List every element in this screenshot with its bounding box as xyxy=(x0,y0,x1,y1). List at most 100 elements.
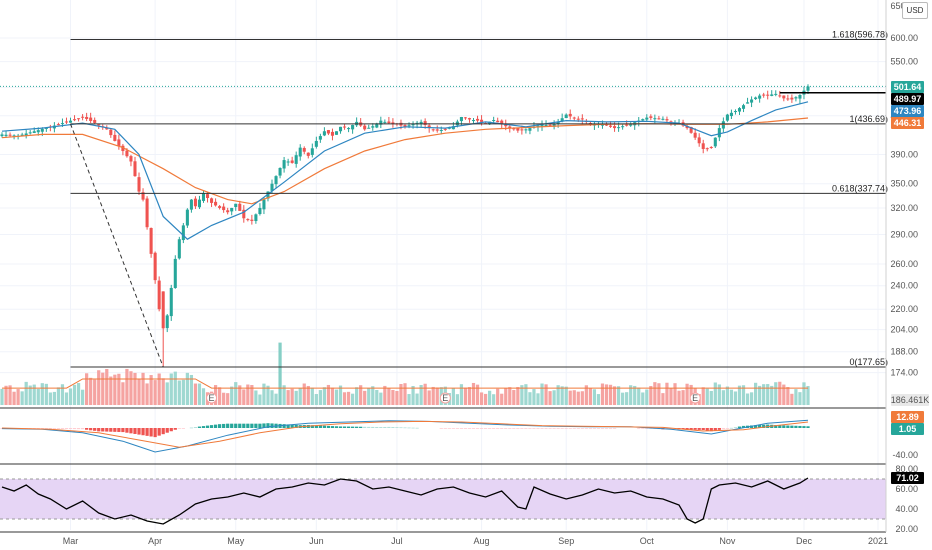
macd-histogram-bar xyxy=(475,428,480,429)
candle-body xyxy=(419,121,423,125)
volume-bar xyxy=(189,374,194,405)
macd-tag xyxy=(891,423,924,435)
macd-histogram-bar xyxy=(637,428,641,429)
volume-bar xyxy=(794,389,798,405)
price-tag-label: 473.96 xyxy=(894,106,922,116)
time-tick-label: Sep xyxy=(558,536,574,546)
fib-trend-line[interactable] xyxy=(70,123,164,368)
macd-histogram-bar xyxy=(193,427,198,428)
macd-histogram-bar xyxy=(596,428,601,429)
volume-bar xyxy=(649,385,653,405)
candle-body xyxy=(113,134,117,141)
candle-body xyxy=(109,129,113,136)
candle-body xyxy=(701,143,705,149)
candle-body xyxy=(467,118,472,120)
candle-body xyxy=(560,118,564,122)
macd-histogram-bar xyxy=(113,428,117,432)
volume-bar xyxy=(40,383,44,405)
macd-histogram-bar xyxy=(580,428,584,429)
volume-bar xyxy=(270,390,274,405)
volume-bar xyxy=(802,382,806,405)
macd-histogram-bar xyxy=(213,424,218,428)
price-tick-label: 204.00 xyxy=(890,325,918,335)
candle-body xyxy=(657,118,661,120)
macd-tag-label: 12.89 xyxy=(896,412,919,422)
candle-body xyxy=(496,120,500,123)
macd-histogram-bar xyxy=(270,423,274,428)
ma-fast-line xyxy=(1,101,809,240)
macd-histogram-bar xyxy=(544,428,548,429)
candle-body xyxy=(274,176,278,185)
volume-bar xyxy=(544,384,548,405)
price-tick-label: 220.00 xyxy=(890,304,918,314)
macd-histogram-bar xyxy=(266,423,270,428)
macd-histogram-bar xyxy=(439,428,443,429)
volume-bar xyxy=(242,389,246,405)
candle-body xyxy=(165,315,169,329)
macd-histogram-bar xyxy=(89,428,93,431)
macd-histogram-bar xyxy=(93,428,97,431)
macd-histogram-bar xyxy=(725,428,730,429)
macd-histogram-bar xyxy=(717,428,721,430)
price-tags: 501.64 489.97 473.96 446.31 186.461K 12.89 1.0… xyxy=(891,81,929,484)
candle-body xyxy=(568,113,572,117)
volume-bar xyxy=(121,382,125,405)
volume-bar xyxy=(745,393,750,405)
macd-histogram-bar xyxy=(72,428,77,430)
volume-bar xyxy=(250,385,254,405)
macd-histogram-bar xyxy=(802,426,806,428)
volume-bar xyxy=(516,387,520,405)
time-tick-label: Nov xyxy=(719,536,736,546)
earnings-marker[interactable] xyxy=(689,392,701,404)
volume-bar xyxy=(721,390,725,405)
volume-bar xyxy=(218,387,222,405)
volume-bar xyxy=(403,383,407,405)
volume-bar xyxy=(367,388,371,405)
volume-bar xyxy=(129,371,133,405)
volume-bar xyxy=(435,387,439,405)
time-axis[interactable]: Mar Apr May Jun Jul Aug Sep Oct Nov Dec 2021 xyxy=(63,536,888,546)
candle-body xyxy=(705,148,709,150)
price-tag xyxy=(891,93,924,105)
volume-bar xyxy=(766,384,770,405)
candle-body xyxy=(64,121,69,123)
candle-body xyxy=(516,128,520,131)
macd-histogram-bar xyxy=(230,423,234,428)
candle-body xyxy=(169,287,173,317)
macd-histogram-bar xyxy=(177,428,181,429)
volume-bar xyxy=(306,385,310,405)
macd-histogram-bar xyxy=(242,423,246,428)
volume-bar xyxy=(310,387,314,405)
earnings-marker[interactable] xyxy=(206,392,218,404)
volume-bar xyxy=(492,394,496,405)
volume-bar xyxy=(338,385,343,405)
candle-body xyxy=(403,125,407,127)
candle-body xyxy=(508,126,512,129)
macd-histogram-bar xyxy=(330,426,335,428)
candle-body xyxy=(762,94,766,96)
candle-body xyxy=(746,102,750,104)
volume-bar xyxy=(584,385,588,405)
macd-signal-line xyxy=(1,420,809,448)
macd-histogram-bar xyxy=(528,428,532,429)
time-tick-label: Aug xyxy=(474,536,490,546)
volume-bar xyxy=(379,392,383,405)
earnings-marker[interactable] xyxy=(439,392,451,404)
candle-body xyxy=(520,129,524,131)
macd-histogram-bar xyxy=(762,424,766,428)
fib-retracement[interactable]: 1.618(596.78) 1(436.69) 0.618(337.74) 0(177… xyxy=(0,30,888,368)
volume-bar xyxy=(101,372,105,405)
volume-bar xyxy=(645,389,649,405)
candle-body xyxy=(334,131,339,135)
currency-button[interactable]: USD xyxy=(902,2,928,19)
candle-body xyxy=(105,127,109,130)
volume-bar xyxy=(125,368,129,405)
volume-bar xyxy=(770,385,774,405)
rsi-line xyxy=(1,477,809,525)
macd-histogram-bar xyxy=(117,428,121,432)
macd-histogram-bar xyxy=(197,426,202,428)
macd-tick-label: -40.00 xyxy=(892,450,918,460)
